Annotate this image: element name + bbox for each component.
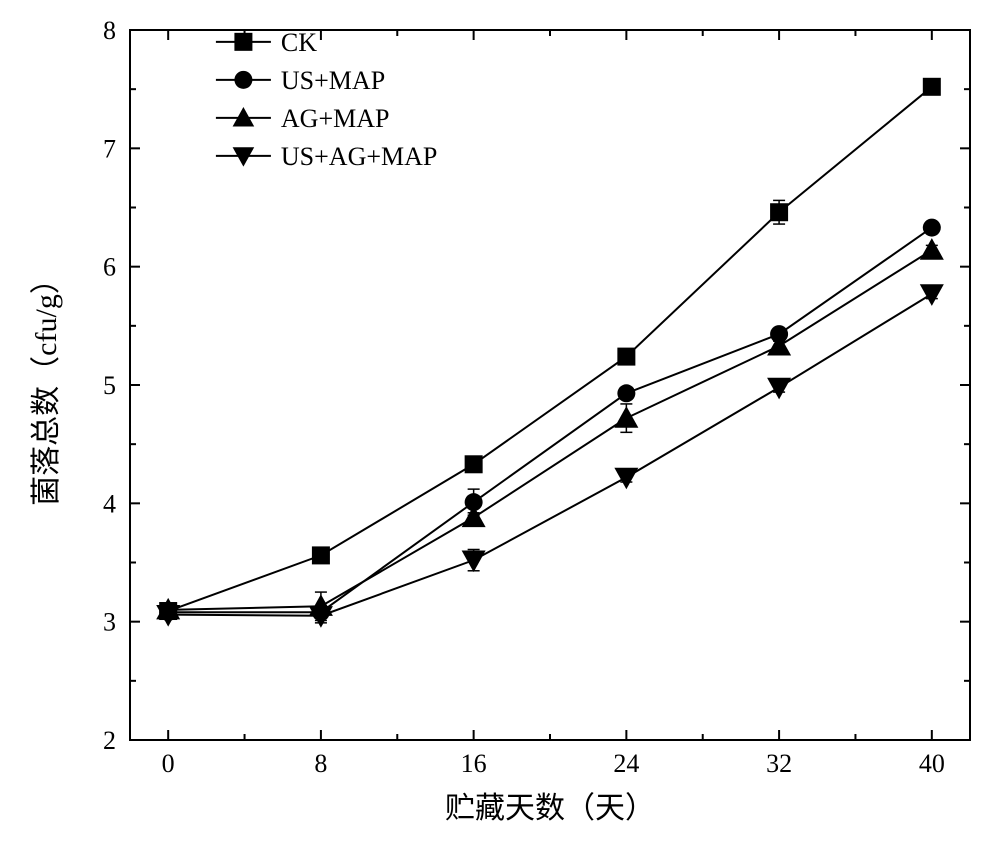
y-tick-label: 6 (103, 253, 116, 282)
y-tick-label: 7 (103, 134, 116, 163)
x-tick-label: 0 (162, 749, 175, 778)
x-axis-title: 贮藏天数（天） (445, 792, 655, 825)
legend-label: AG+MAP (281, 104, 390, 133)
y-tick-label: 4 (103, 489, 116, 518)
legend: CK US+MAP AG+MAP US+AG+MAP (216, 28, 437, 171)
legend-label: US+MAP (281, 66, 385, 95)
x-tick-label: 40 (919, 749, 945, 778)
y-axis-title: 菌落总数（cfu/g） (30, 264, 63, 506)
y-tick-label: 3 (103, 608, 116, 637)
legend-label: CK (281, 28, 317, 57)
series-US+MAP (159, 219, 941, 622)
y-tick-label: 8 (103, 16, 116, 45)
x-tick-label: 32 (766, 749, 792, 778)
series-US+AG+MAP (156, 284, 944, 627)
series-CK (159, 78, 941, 620)
y-tick-label: 5 (103, 371, 116, 400)
y-tick-label: 2 (103, 726, 116, 755)
line-chart: 0 8 16 24 32 40 2 3 4 5 6 7 8 贮藏天数（天） 菌落总数（cfu/g） CK US+… (0, 0, 1000, 858)
x-tick-label: 24 (613, 749, 639, 778)
chart-container: 0 8 16 24 32 40 2 3 4 5 6 7 8 贮藏天数（天） 菌落总数（cfu/g） CK US+… (0, 0, 1000, 858)
series-AG+MAP (156, 238, 944, 620)
x-tick-label: 8 (314, 749, 327, 778)
x-tick-label: 16 (461, 749, 487, 778)
legend-label: US+AG+MAP (281, 142, 437, 171)
